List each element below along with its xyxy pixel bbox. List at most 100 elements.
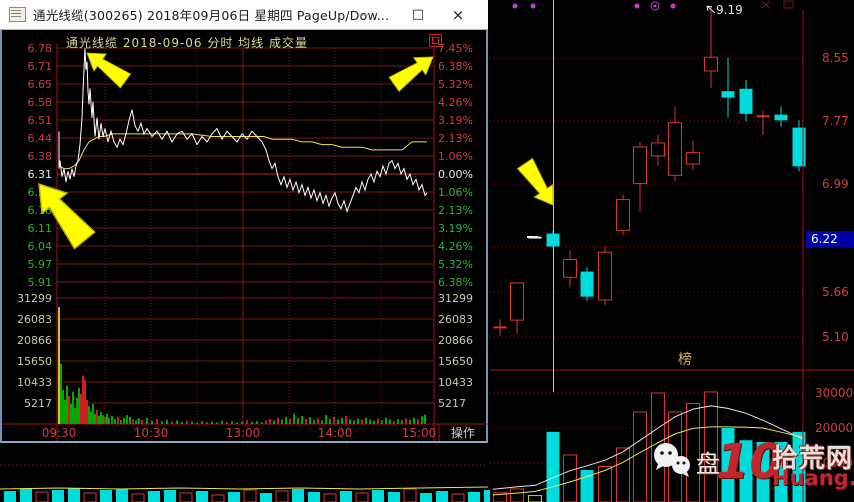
candle-body-down xyxy=(721,91,735,98)
percent-axis-label: 3.19% xyxy=(438,114,473,127)
volume-axis-label: 5217 xyxy=(24,397,52,410)
volume-bar-down xyxy=(340,491,352,502)
volume-bar-down xyxy=(739,440,753,502)
volume-axis-label: 10433 xyxy=(438,376,473,389)
price-axis-label: 6.31 xyxy=(28,168,53,181)
price-axis-label: 6.11 xyxy=(28,222,53,235)
volume-bar-down xyxy=(292,489,304,502)
percent-axis-label: 0.00% xyxy=(438,168,473,181)
watermark-site-name: 拾荒网 xyxy=(772,444,854,474)
price-axis-label: 6.58 xyxy=(28,96,53,109)
price-axis-label: 5.97 xyxy=(28,258,53,271)
percent-axis-label: 6.38% xyxy=(438,60,473,73)
watermark-site-url: Huang.CN xyxy=(772,466,854,490)
minimize-button[interactable]: — xyxy=(357,6,371,23)
volume-bar-up xyxy=(275,490,289,502)
percent-axis-label: 5.32% xyxy=(438,258,473,271)
volume-bar-up xyxy=(510,488,524,502)
volume-bar-up xyxy=(528,495,542,502)
volume-bar-down xyxy=(546,431,560,502)
volume-bar-down xyxy=(436,491,448,502)
percent-axis-label: 2.13% xyxy=(438,204,473,217)
percent-axis-label: 1.06% xyxy=(438,150,473,163)
volume-bar-down xyxy=(792,431,806,502)
quote-window: 通光线缆(300265) 2018年09月06日 星期四 PageUp/Dow.… xyxy=(0,0,488,443)
volume-ma-line xyxy=(0,486,489,490)
volume-bar-down xyxy=(164,490,176,502)
volume-bar-up xyxy=(633,411,647,502)
volume-axis-label: 10433 xyxy=(17,376,52,389)
time-axis-label: 13:00 xyxy=(226,426,261,440)
action-button[interactable]: 操作 xyxy=(451,425,475,440)
volume-bar-down xyxy=(308,492,320,502)
price-axis-label: 6.51 xyxy=(28,114,53,127)
volume-axis-label: 30000 xyxy=(815,386,853,400)
volume-axis-label: 26083 xyxy=(17,313,52,326)
price-axis-label: 5.66 xyxy=(822,285,849,299)
volume-axis-label: 31299 xyxy=(438,292,473,305)
percent-axis-label: 4.26% xyxy=(438,240,473,253)
daily-kline-chart[interactable]: 8.55 7.77 6.99 5.66 5.10 30000 20000 10000 xyxy=(488,0,854,502)
popup-icon[interactable] xyxy=(429,34,442,47)
candle-body-down xyxy=(792,127,806,167)
percent-axis-label: 7.45% xyxy=(438,42,473,55)
volume-bar-up xyxy=(616,447,630,502)
rank-label[interactable]: 榜 xyxy=(678,352,692,368)
background-close-icon xyxy=(761,0,771,9)
last-price-tag: 6.22 xyxy=(806,231,854,248)
volume-bar-up xyxy=(83,492,97,502)
maximize-button[interactable]: □ xyxy=(411,7,425,22)
volume-bar-up xyxy=(323,493,337,502)
volume-bar-up xyxy=(403,488,417,502)
high-price-annotation: 9.19 xyxy=(716,3,743,17)
price-axis-label: 5.91 xyxy=(28,276,53,289)
volume-bar-up xyxy=(704,391,718,502)
volume-bar-down xyxy=(148,491,160,502)
volume-axis-label: 31299 xyxy=(17,292,52,305)
candle-body-up xyxy=(633,146,647,184)
volume-bar-up xyxy=(211,494,225,502)
volume-bar-up xyxy=(563,454,577,502)
close-button[interactable]: × xyxy=(451,5,465,24)
volume-axis-label: 10000 xyxy=(815,456,853,470)
signal-dot xyxy=(530,3,536,9)
volume-bar-down xyxy=(196,491,208,502)
window-titlebar[interactable]: 通光线缆(300265) 2018年09月06日 星期四 PageUp/Dow.… xyxy=(0,0,488,30)
signal-dot xyxy=(653,4,657,8)
volume-axis-label: 20866 xyxy=(438,334,473,347)
candle-body-up xyxy=(598,251,612,301)
intraday-minute-chart[interactable]: 6.78 7.45% 6.71 6.38% 6.65 5.32% 6.58 4.26% 6.51… xyxy=(2,30,488,443)
window-title: 通光线缆(300265) 2018年09月06日 星期四 PageUp/Dow.… xyxy=(33,8,390,23)
candle-body-up xyxy=(616,199,630,231)
volume-axis-label: 26083 xyxy=(438,313,473,326)
volume-bar-down xyxy=(228,492,240,502)
candle-body-up xyxy=(510,282,524,321)
percent-axis-label: 4.26% xyxy=(438,96,473,109)
volume-ma-line-2 xyxy=(492,426,804,496)
volume-bar-down xyxy=(20,489,32,502)
volume-bar-up xyxy=(493,492,507,502)
signal-ring xyxy=(650,1,660,11)
volume-bar-down xyxy=(260,493,272,502)
volume-bar-down xyxy=(774,442,788,502)
volume-bar-down xyxy=(4,491,16,502)
candle-body-down xyxy=(739,88,753,114)
price-axis-label: 6.78 xyxy=(28,42,53,55)
percent-axis-label: 2.13% xyxy=(438,132,473,145)
watermark: 盘 10 拾荒网 Huang.CN xyxy=(650,432,854,502)
volume-bar-down xyxy=(388,492,400,502)
candle-body-up xyxy=(563,258,577,278)
background-volume-strip xyxy=(0,464,490,502)
price-axis-label: 6.18 xyxy=(28,204,53,217)
high-pointer-icon xyxy=(706,5,716,14)
candle-body-up xyxy=(651,142,665,157)
volume-bar-down xyxy=(721,428,735,502)
signal-dot xyxy=(634,3,640,9)
candle-body-up xyxy=(668,122,682,176)
candle-body-down xyxy=(774,114,788,121)
volume-bar-up xyxy=(355,492,369,502)
volume-ma-line-1 xyxy=(492,405,804,490)
price-axis-label: 5.10 xyxy=(822,330,849,344)
price-axis-label: 6.04 xyxy=(28,240,53,253)
